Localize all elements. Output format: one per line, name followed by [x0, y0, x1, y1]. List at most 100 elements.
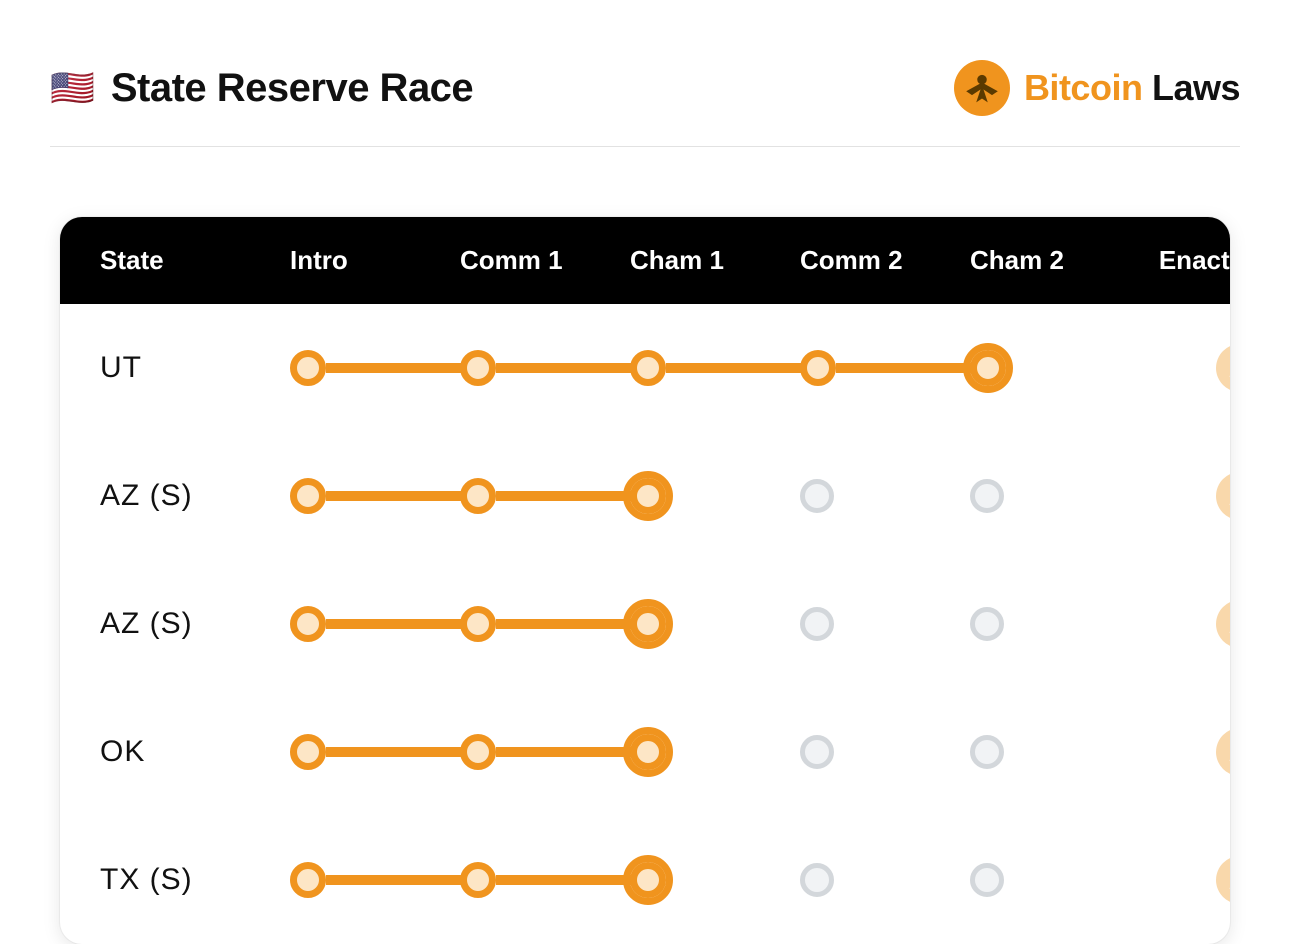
- step-cell: [290, 604, 460, 644]
- step-cell: [460, 476, 630, 516]
- bitcoin-icon: B: [1216, 728, 1230, 776]
- progress-connector: [496, 747, 636, 757]
- table-row[interactable]: UT B: [60, 304, 1230, 432]
- state-label: UT: [100, 351, 290, 385]
- progress-node: [970, 479, 1004, 513]
- state-label: AZ (S): [100, 479, 290, 513]
- progress-connector: [326, 747, 466, 757]
- step-cell: [970, 732, 1140, 772]
- header-left: 🇺🇸 State Reserve Race: [50, 66, 473, 111]
- progress-connector: [326, 491, 466, 501]
- progress-node: [800, 607, 834, 641]
- th-intro: Intro: [290, 245, 460, 276]
- table-row[interactable]: OK B: [60, 688, 1230, 816]
- table-body: UT B AZ (S) B AZ (S) B OK B TX (S) B: [60, 304, 1230, 944]
- step-cell: [630, 860, 800, 900]
- progress-node: [460, 350, 496, 386]
- progress-node: [290, 862, 326, 898]
- bitcoin-icon: B: [1216, 344, 1230, 392]
- table-row[interactable]: TX (S) B: [60, 816, 1230, 944]
- step-cell: [800, 476, 970, 516]
- progress-table: State Intro Comm 1 Cham 1 Comm 2 Cham 2 …: [60, 217, 1230, 944]
- progress-node: [970, 607, 1004, 641]
- page-title: State Reserve Race: [111, 66, 473, 111]
- enacted-cell: B: [1140, 344, 1230, 392]
- state-label: TX (S): [100, 863, 290, 897]
- enacted-cell: B: [1140, 856, 1230, 904]
- progress-node: [800, 863, 834, 897]
- step-cell: [800, 860, 970, 900]
- progress-node: [290, 350, 326, 386]
- step-cell: [800, 348, 970, 388]
- step-cell: [970, 604, 1140, 644]
- step-cell: [460, 604, 630, 644]
- step-cell: [290, 348, 460, 388]
- state-label: OK: [100, 735, 290, 769]
- progress-node: [290, 606, 326, 642]
- progress-connector: [666, 363, 806, 373]
- progress-node: [460, 478, 496, 514]
- progress-node: [970, 735, 1004, 769]
- step-cell: [970, 348, 1140, 388]
- page: 🇺🇸 State Reserve Race Bitcoin Laws State…: [0, 0, 1290, 944]
- step-cell: [630, 604, 800, 644]
- progress-connector: [496, 619, 636, 629]
- state-label: AZ (S): [100, 607, 290, 641]
- progress-node: [460, 862, 496, 898]
- step-cell: [630, 348, 800, 388]
- step-cell: [630, 732, 800, 772]
- site-logo[interactable]: Bitcoin Laws: [954, 60, 1240, 116]
- step-cell: [290, 860, 460, 900]
- progress-node: [630, 350, 666, 386]
- progress-connector: [836, 363, 976, 373]
- progress-node: [630, 734, 666, 770]
- progress-connector: [496, 363, 636, 373]
- step-cell: [290, 476, 460, 516]
- progress-node: [630, 862, 666, 898]
- enacted-cell: B: [1140, 600, 1230, 648]
- progress-node: [460, 606, 496, 642]
- progress-node: [630, 478, 666, 514]
- progress-node: [630, 606, 666, 642]
- progress-connector: [496, 875, 636, 885]
- us-flag-icon: 🇺🇸: [50, 70, 95, 106]
- bitcoin-icon: B: [1216, 472, 1230, 520]
- logo-text: Bitcoin Laws: [1024, 67, 1240, 109]
- progress-node: [460, 734, 496, 770]
- progress-node: [800, 479, 834, 513]
- progress-connector: [496, 491, 636, 501]
- th-enacted: Enacted: [1140, 245, 1230, 276]
- progress-node: [970, 350, 1006, 386]
- progress-node: [970, 863, 1004, 897]
- progress-node: [800, 350, 836, 386]
- progress-connector: [326, 363, 466, 373]
- step-cell: [630, 476, 800, 516]
- table-header-row: State Intro Comm 1 Cham 1 Comm 2 Cham 2 …: [60, 217, 1230, 304]
- th-cham2: Cham 2: [970, 245, 1140, 276]
- step-cell: [800, 604, 970, 644]
- enacted-cell: B: [1140, 472, 1230, 520]
- th-state: State: [100, 245, 290, 276]
- progress-node: [290, 478, 326, 514]
- progress-connector: [326, 619, 466, 629]
- eagle-seal-icon: [954, 60, 1010, 116]
- bitcoin-icon: B: [1216, 600, 1230, 648]
- step-cell: [800, 732, 970, 772]
- table-row[interactable]: AZ (S) B: [60, 560, 1230, 688]
- th-comm2: Comm 2: [800, 245, 970, 276]
- step-cell: [460, 732, 630, 772]
- table-row[interactable]: AZ (S) B: [60, 432, 1230, 560]
- progress-node: [800, 735, 834, 769]
- step-cell: [290, 732, 460, 772]
- progress-connector: [326, 875, 466, 885]
- progress-node: [290, 734, 326, 770]
- th-comm1: Comm 1: [460, 245, 630, 276]
- logo-word-laws: Laws: [1152, 67, 1240, 108]
- th-cham1: Cham 1: [630, 245, 800, 276]
- bitcoin-icon: B: [1216, 856, 1230, 904]
- step-cell: [460, 348, 630, 388]
- step-cell: [970, 860, 1140, 900]
- enacted-cell: B: [1140, 728, 1230, 776]
- logo-word-bitcoin: Bitcoin: [1024, 67, 1143, 108]
- step-cell: [460, 860, 630, 900]
